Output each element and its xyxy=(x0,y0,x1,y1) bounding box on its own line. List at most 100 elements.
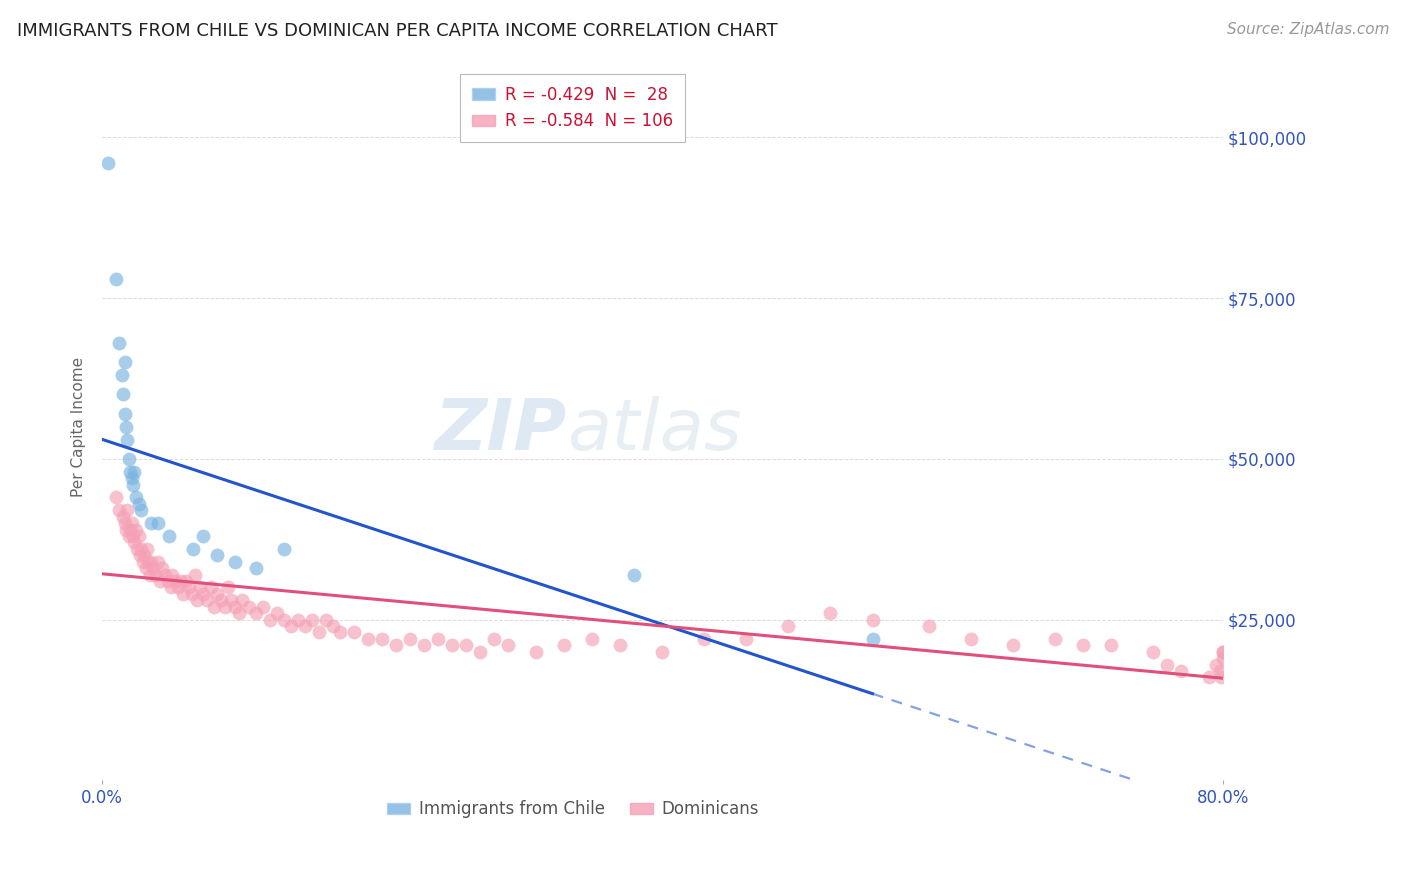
Point xyxy=(231,593,253,607)
Point xyxy=(174,574,197,588)
Point xyxy=(188,581,211,595)
Point xyxy=(524,645,547,659)
Point xyxy=(623,567,645,582)
Point xyxy=(209,593,232,607)
Point xyxy=(114,516,136,530)
Point xyxy=(214,599,236,614)
Point xyxy=(581,632,603,646)
Point xyxy=(498,638,520,652)
Text: IMMIGRANTS FROM CHILE VS DOMINICAN PER CAPITA INCOME CORRELATION CHART: IMMIGRANTS FROM CHILE VS DOMINICAN PER C… xyxy=(17,22,778,40)
Text: Source: ZipAtlas.com: Source: ZipAtlas.com xyxy=(1226,22,1389,37)
Point xyxy=(121,516,143,530)
Point xyxy=(343,625,366,640)
Point xyxy=(273,541,295,556)
Point xyxy=(136,541,159,556)
Point xyxy=(191,529,214,543)
Point xyxy=(152,561,174,575)
Point xyxy=(131,541,153,556)
Point xyxy=(245,561,267,575)
Point xyxy=(224,599,246,614)
Point xyxy=(1205,657,1227,672)
Point xyxy=(138,555,160,569)
Point xyxy=(484,632,506,646)
Point xyxy=(470,645,492,659)
Point xyxy=(122,477,145,491)
Point xyxy=(177,581,200,595)
Point xyxy=(456,638,478,652)
Point xyxy=(181,541,204,556)
Point xyxy=(183,567,205,582)
Point xyxy=(163,574,186,588)
Point xyxy=(128,529,150,543)
Point xyxy=(120,465,142,479)
Point xyxy=(413,638,436,652)
Point xyxy=(1212,651,1234,665)
Text: atlas: atlas xyxy=(567,396,742,465)
Point xyxy=(112,509,135,524)
Point xyxy=(1170,664,1192,678)
Point xyxy=(159,529,181,543)
Point xyxy=(118,451,141,466)
Point xyxy=(371,632,394,646)
Point xyxy=(820,606,842,620)
Point xyxy=(1001,638,1024,652)
Point xyxy=(287,613,309,627)
Point xyxy=(127,541,149,556)
Point xyxy=(149,574,172,588)
Point xyxy=(301,613,323,627)
Point xyxy=(112,387,135,401)
Point xyxy=(145,567,167,582)
Point xyxy=(129,548,152,562)
Point xyxy=(195,593,218,607)
Point xyxy=(1142,645,1164,659)
Point xyxy=(148,516,170,530)
Point xyxy=(108,336,131,351)
Point xyxy=(148,555,170,569)
Point xyxy=(111,368,134,383)
Point xyxy=(1212,645,1234,659)
Point xyxy=(205,587,228,601)
Point xyxy=(693,632,716,646)
Point xyxy=(124,465,146,479)
Point xyxy=(399,632,422,646)
Point xyxy=(441,638,464,652)
Point xyxy=(118,529,141,543)
Point xyxy=(105,491,128,505)
Text: ZIP: ZIP xyxy=(434,396,567,465)
Point xyxy=(1043,632,1066,646)
Point xyxy=(122,529,145,543)
Point xyxy=(385,638,408,652)
Point xyxy=(224,555,246,569)
Point xyxy=(120,523,142,537)
Point xyxy=(114,355,136,369)
Legend: Immigrants from Chile, Dominicans: Immigrants from Chile, Dominicans xyxy=(380,794,765,825)
Point xyxy=(172,587,194,601)
Point xyxy=(131,503,153,517)
Point xyxy=(1198,670,1220,684)
Point xyxy=(139,567,162,582)
Point xyxy=(294,619,316,633)
Point xyxy=(553,638,575,652)
Point xyxy=(1211,670,1233,684)
Point xyxy=(1212,645,1234,659)
Point xyxy=(117,433,139,447)
Point xyxy=(266,606,288,620)
Point xyxy=(115,523,138,537)
Point xyxy=(115,419,138,434)
Point xyxy=(125,491,148,505)
Point xyxy=(651,645,673,659)
Point xyxy=(186,593,208,607)
Point xyxy=(322,619,344,633)
Point xyxy=(108,503,131,517)
Point xyxy=(427,632,450,646)
Point xyxy=(155,567,177,582)
Point xyxy=(191,587,214,601)
Point xyxy=(134,548,156,562)
Point xyxy=(205,548,228,562)
Point xyxy=(252,599,274,614)
Point xyxy=(1209,664,1232,678)
Point xyxy=(114,407,136,421)
Point xyxy=(778,619,800,633)
Point xyxy=(273,613,295,627)
Point xyxy=(124,535,146,549)
